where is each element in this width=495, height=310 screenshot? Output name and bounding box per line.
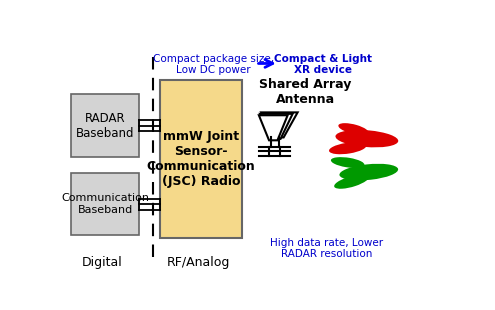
Ellipse shape (336, 130, 398, 147)
Ellipse shape (334, 175, 369, 189)
FancyBboxPatch shape (71, 173, 139, 235)
Ellipse shape (331, 157, 364, 168)
Text: RADAR
Baseband: RADAR Baseband (76, 112, 134, 140)
Text: Compact & Light
XR device: Compact & Light XR device (274, 54, 372, 75)
Text: mmW Joint
Sensor-
Communication
(JSC) Radio: mmW Joint Sensor- Communication (JSC) Ra… (147, 130, 255, 188)
Text: High data rate, Lower
RADAR resolution: High data rate, Lower RADAR resolution (270, 238, 383, 259)
Polygon shape (260, 114, 293, 139)
Ellipse shape (329, 142, 366, 154)
FancyBboxPatch shape (71, 95, 139, 157)
Text: Shared Array
Antenna: Shared Array Antenna (259, 78, 351, 106)
Polygon shape (259, 115, 288, 140)
Text: Communication
Baseband: Communication Baseband (61, 193, 149, 215)
Ellipse shape (339, 123, 368, 135)
Text: Digital: Digital (82, 256, 123, 269)
Polygon shape (261, 113, 297, 137)
Text: RF/Analog: RF/Analog (166, 256, 230, 269)
Text: Compact package size,
Low DC power: Compact package size, Low DC power (153, 54, 274, 75)
FancyBboxPatch shape (160, 80, 242, 238)
Ellipse shape (340, 164, 398, 180)
